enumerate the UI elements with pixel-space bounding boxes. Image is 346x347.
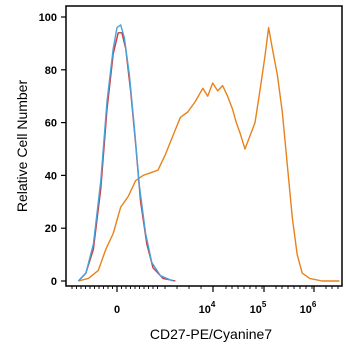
series-line-0 — [78, 26, 340, 282]
y-tick-label: 40 — [45, 170, 57, 182]
y-tick-label: 0 — [51, 276, 57, 288]
x-axis-title: CD27-PE/Cyanine7 — [150, 326, 272, 342]
y-tick-label: 100 — [39, 12, 57, 24]
y-tick-label: 80 — [45, 65, 57, 77]
series-line-2 — [77, 24, 174, 282]
y-tick-label: 20 — [45, 223, 57, 235]
y-axis-title: Relative Cell Number — [14, 80, 30, 213]
x-tick-label: 106 — [300, 300, 317, 316]
x-axis-ticks: 0 104 105 106 — [71, 286, 339, 316]
plot-frame — [65, 5, 343, 287]
y-axis-ticks: 0 20 40 60 80 100 — [39, 12, 66, 288]
y-tick-label: 60 — [45, 118, 57, 130]
x-tick-label: 0 — [114, 304, 120, 316]
series-layer — [77, 24, 340, 282]
x-tick-label: 104 — [199, 300, 216, 316]
x-tick-label: 105 — [250, 300, 267, 316]
